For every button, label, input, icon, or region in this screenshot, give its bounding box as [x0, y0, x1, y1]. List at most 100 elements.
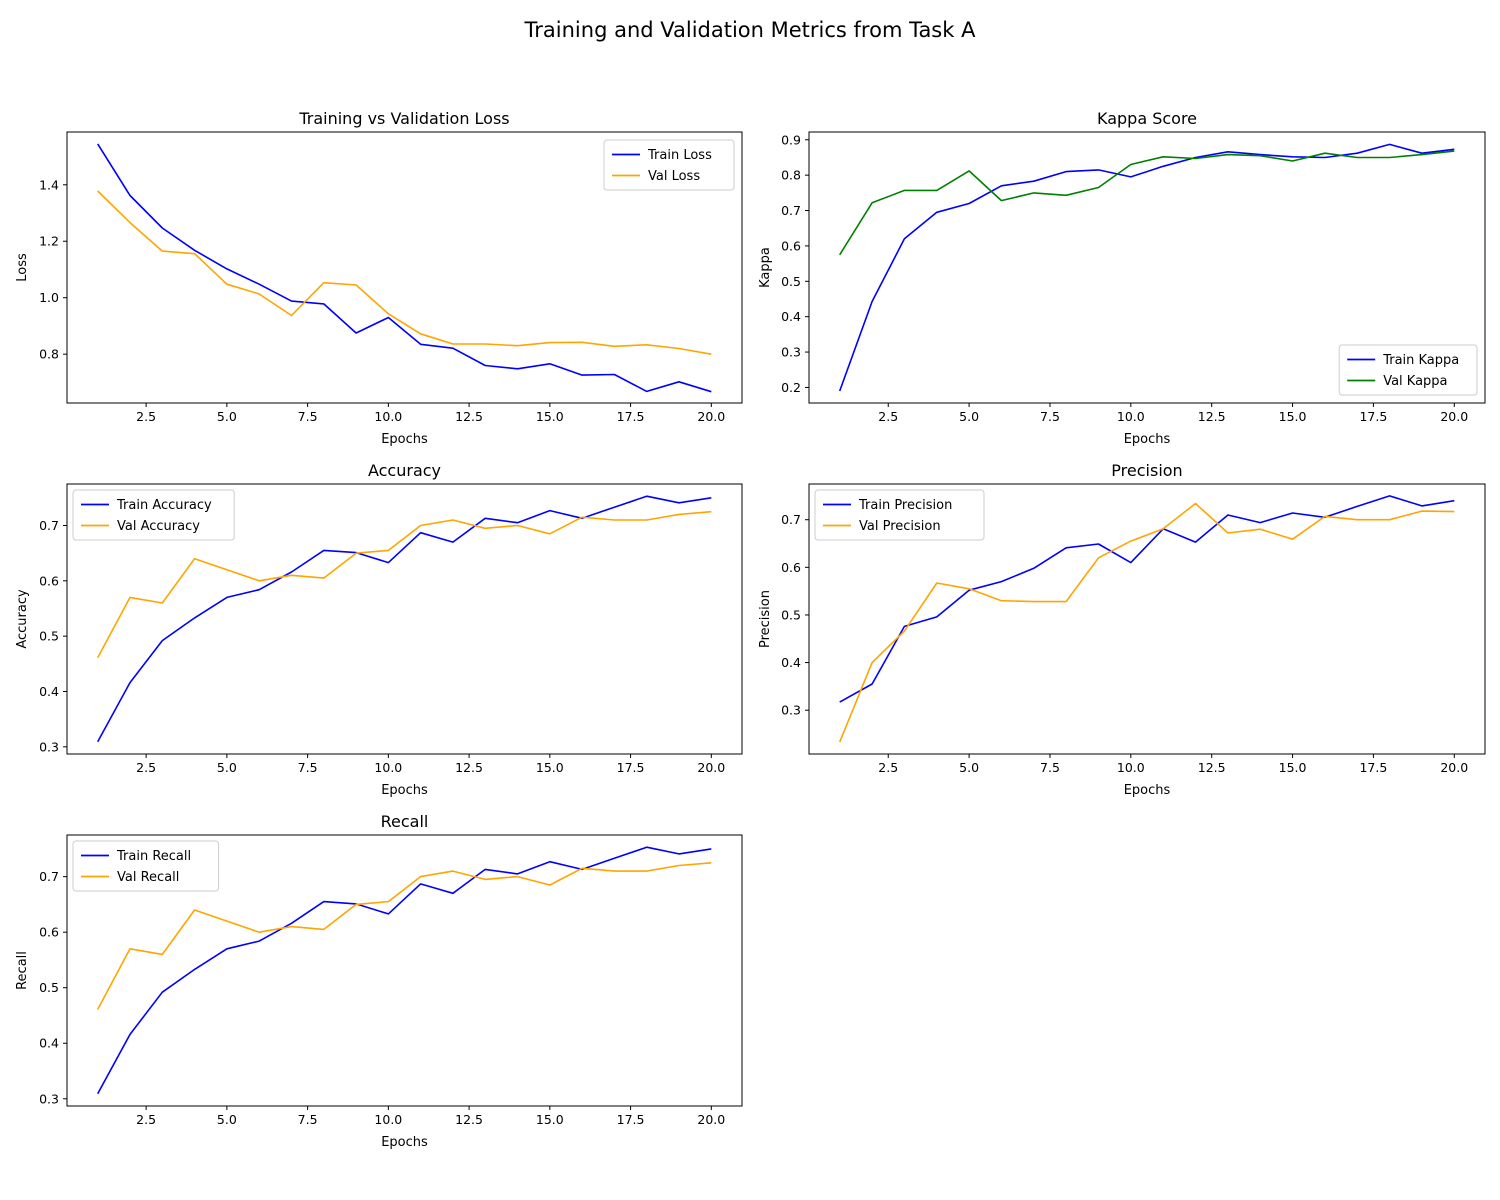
- y-tick-label: 0.4: [39, 1036, 59, 1051]
- y-tick-label: 0.9: [781, 132, 801, 147]
- figure-title: Training and Validation Metrics from Tas…: [524, 18, 976, 42]
- legend-box: [72, 489, 235, 541]
- x-tick-label: 17.5: [617, 409, 645, 424]
- x-tick-label: 20.0: [697, 760, 725, 775]
- x-tick-label: 12.5: [1198, 760, 1226, 775]
- legend-label: Train Kappa: [1382, 353, 1459, 368]
- x-tick-label: 10.0: [374, 760, 402, 775]
- legend-box: [814, 489, 985, 541]
- y-axis-label: Precision: [758, 590, 773, 648]
- x-tick-label: 5.0: [217, 760, 237, 775]
- chart-title: Precision: [1111, 461, 1182, 480]
- series-line-2: [838, 502, 1455, 743]
- x-tick-label: 2.5: [878, 760, 898, 775]
- y-tick-label: 0.3: [781, 703, 801, 718]
- x-tick-label: 20.0: [1440, 409, 1468, 424]
- x-tick-label: 5.0: [217, 1112, 237, 1127]
- x-tick-label: 20.0: [697, 409, 725, 424]
- x-axis-label: Epochs: [1124, 432, 1171, 447]
- x-axis-label: Epochs: [1124, 783, 1171, 798]
- chart-4: Precision 2.5 5.0 7.5 10.0 12.5 15.0 17.5 20.0 0.…: [758, 461, 1486, 798]
- y-tick-label: 0.3: [781, 345, 801, 360]
- series-line-2: [96, 510, 712, 659]
- x-tick-label: 12.5: [455, 1112, 483, 1127]
- series-line-1: [96, 495, 712, 743]
- x-tick-label: 7.5: [1040, 409, 1060, 424]
- legend-box: [72, 840, 220, 892]
- y-axis-label: Kappa: [758, 247, 773, 288]
- y-tick-label: 0.6: [39, 573, 59, 588]
- y-tick-label: 0.4: [39, 684, 59, 699]
- y-tick-label: 0.5: [39, 980, 59, 995]
- y-axis-label: Loss: [15, 253, 30, 282]
- y-tick-label: 1.4: [39, 177, 59, 192]
- x-tick-label: 17.5: [617, 760, 645, 775]
- x-tick-label: 2.5: [136, 1112, 156, 1127]
- chart-title: Kappa Score: [1097, 109, 1197, 128]
- x-tick-label: 20.0: [697, 1112, 725, 1127]
- y-tick-label: 0.2: [781, 380, 801, 395]
- plot-frame: [66, 131, 743, 404]
- plot-frame: [808, 131, 1486, 404]
- legend-label: Val Loss: [648, 169, 700, 184]
- y-tick-label: 1.0: [39, 290, 59, 305]
- legend-label: Train Precision: [858, 498, 952, 513]
- series-line-1: [838, 143, 1455, 392]
- y-tick-label: 0.5: [781, 274, 801, 289]
- x-tick-label: 15.0: [1279, 409, 1307, 424]
- legend-label: Train Accuracy: [116, 498, 212, 513]
- y-tick-label: 0.8: [781, 168, 801, 183]
- x-tick-label: 7.5: [1040, 760, 1060, 775]
- series-line-2: [96, 862, 712, 1010]
- x-tick-label: 5.0: [217, 409, 237, 424]
- x-axis-label: Epochs: [381, 783, 428, 798]
- x-tick-label: 10.0: [374, 1112, 402, 1127]
- x-tick-label: 5.0: [959, 409, 979, 424]
- y-tick-label: 0.3: [39, 739, 59, 754]
- x-tick-label: 7.5: [298, 760, 318, 775]
- y-tick-label: 0.7: [781, 512, 801, 527]
- x-tick-label: 12.5: [455, 409, 483, 424]
- y-tick-label: 0.6: [781, 238, 801, 253]
- x-tick-label: 17.5: [1359, 760, 1387, 775]
- x-tick-label: 17.5: [617, 1112, 645, 1127]
- y-tick-label: 0.7: [39, 869, 59, 884]
- y-tick-label: 0.4: [781, 309, 801, 324]
- plot-frame: [66, 834, 743, 1107]
- y-tick-label: 0.6: [39, 925, 59, 940]
- chart-1: Training vs Validation Loss 2.5 5.0 7.5 10.0…: [15, 109, 743, 447]
- x-tick-label: 2.5: [136, 760, 156, 775]
- x-tick-label: 7.5: [298, 409, 318, 424]
- x-tick-label: 10.0: [1117, 760, 1145, 775]
- legend-box: [1338, 344, 1478, 396]
- x-tick-label: 2.5: [136, 409, 156, 424]
- y-tick-label: 0.7: [781, 203, 801, 218]
- x-tick-label: 2.5: [878, 409, 898, 424]
- legend-label: Val Precision: [859, 519, 941, 534]
- legend-label: Val Accuracy: [117, 519, 200, 534]
- chart-2: Kappa Score 2.5 5.0 7.5 10.0 12.5 15.0 17.5 20.0…: [758, 109, 1486, 447]
- y-tick-label: 1.2: [39, 234, 59, 249]
- x-tick-label: 10.0: [1117, 409, 1145, 424]
- legend: Train Kappa Val Kappa: [1338, 344, 1478, 396]
- chart-3: Accuracy 2.5 5.0 7.5 10.0 12.5 15.0 17.5 20.0 0.3…: [15, 461, 743, 798]
- x-tick-label: 12.5: [1198, 409, 1226, 424]
- series-line-2: [839, 150, 1455, 256]
- series-line-1: [97, 143, 712, 393]
- y-tick-label: 0.8: [39, 347, 59, 362]
- x-tick-label: 7.5: [298, 1112, 318, 1127]
- x-tick-label: 17.5: [1359, 409, 1387, 424]
- legend-label: Train Recall: [116, 849, 191, 864]
- legend-box: [603, 139, 735, 191]
- chart-5: Recall 2.5 5.0 7.5 10.0 12.5 15.0 17.5 20.0 0.3 0.…: [15, 812, 743, 1150]
- series-line-1: [839, 495, 1455, 703]
- y-tick-label: 0.3: [39, 1091, 59, 1106]
- series-line-2: [97, 190, 712, 355]
- chart-title: Training vs Validation Loss: [298, 109, 509, 128]
- y-axis-label: Recall: [15, 951, 30, 990]
- y-tick-label: 0.7: [39, 518, 59, 533]
- plot-frame: [808, 483, 1486, 755]
- legend: Train Precision Val Precision: [814, 489, 985, 541]
- legend-label: Val Recall: [117, 870, 179, 885]
